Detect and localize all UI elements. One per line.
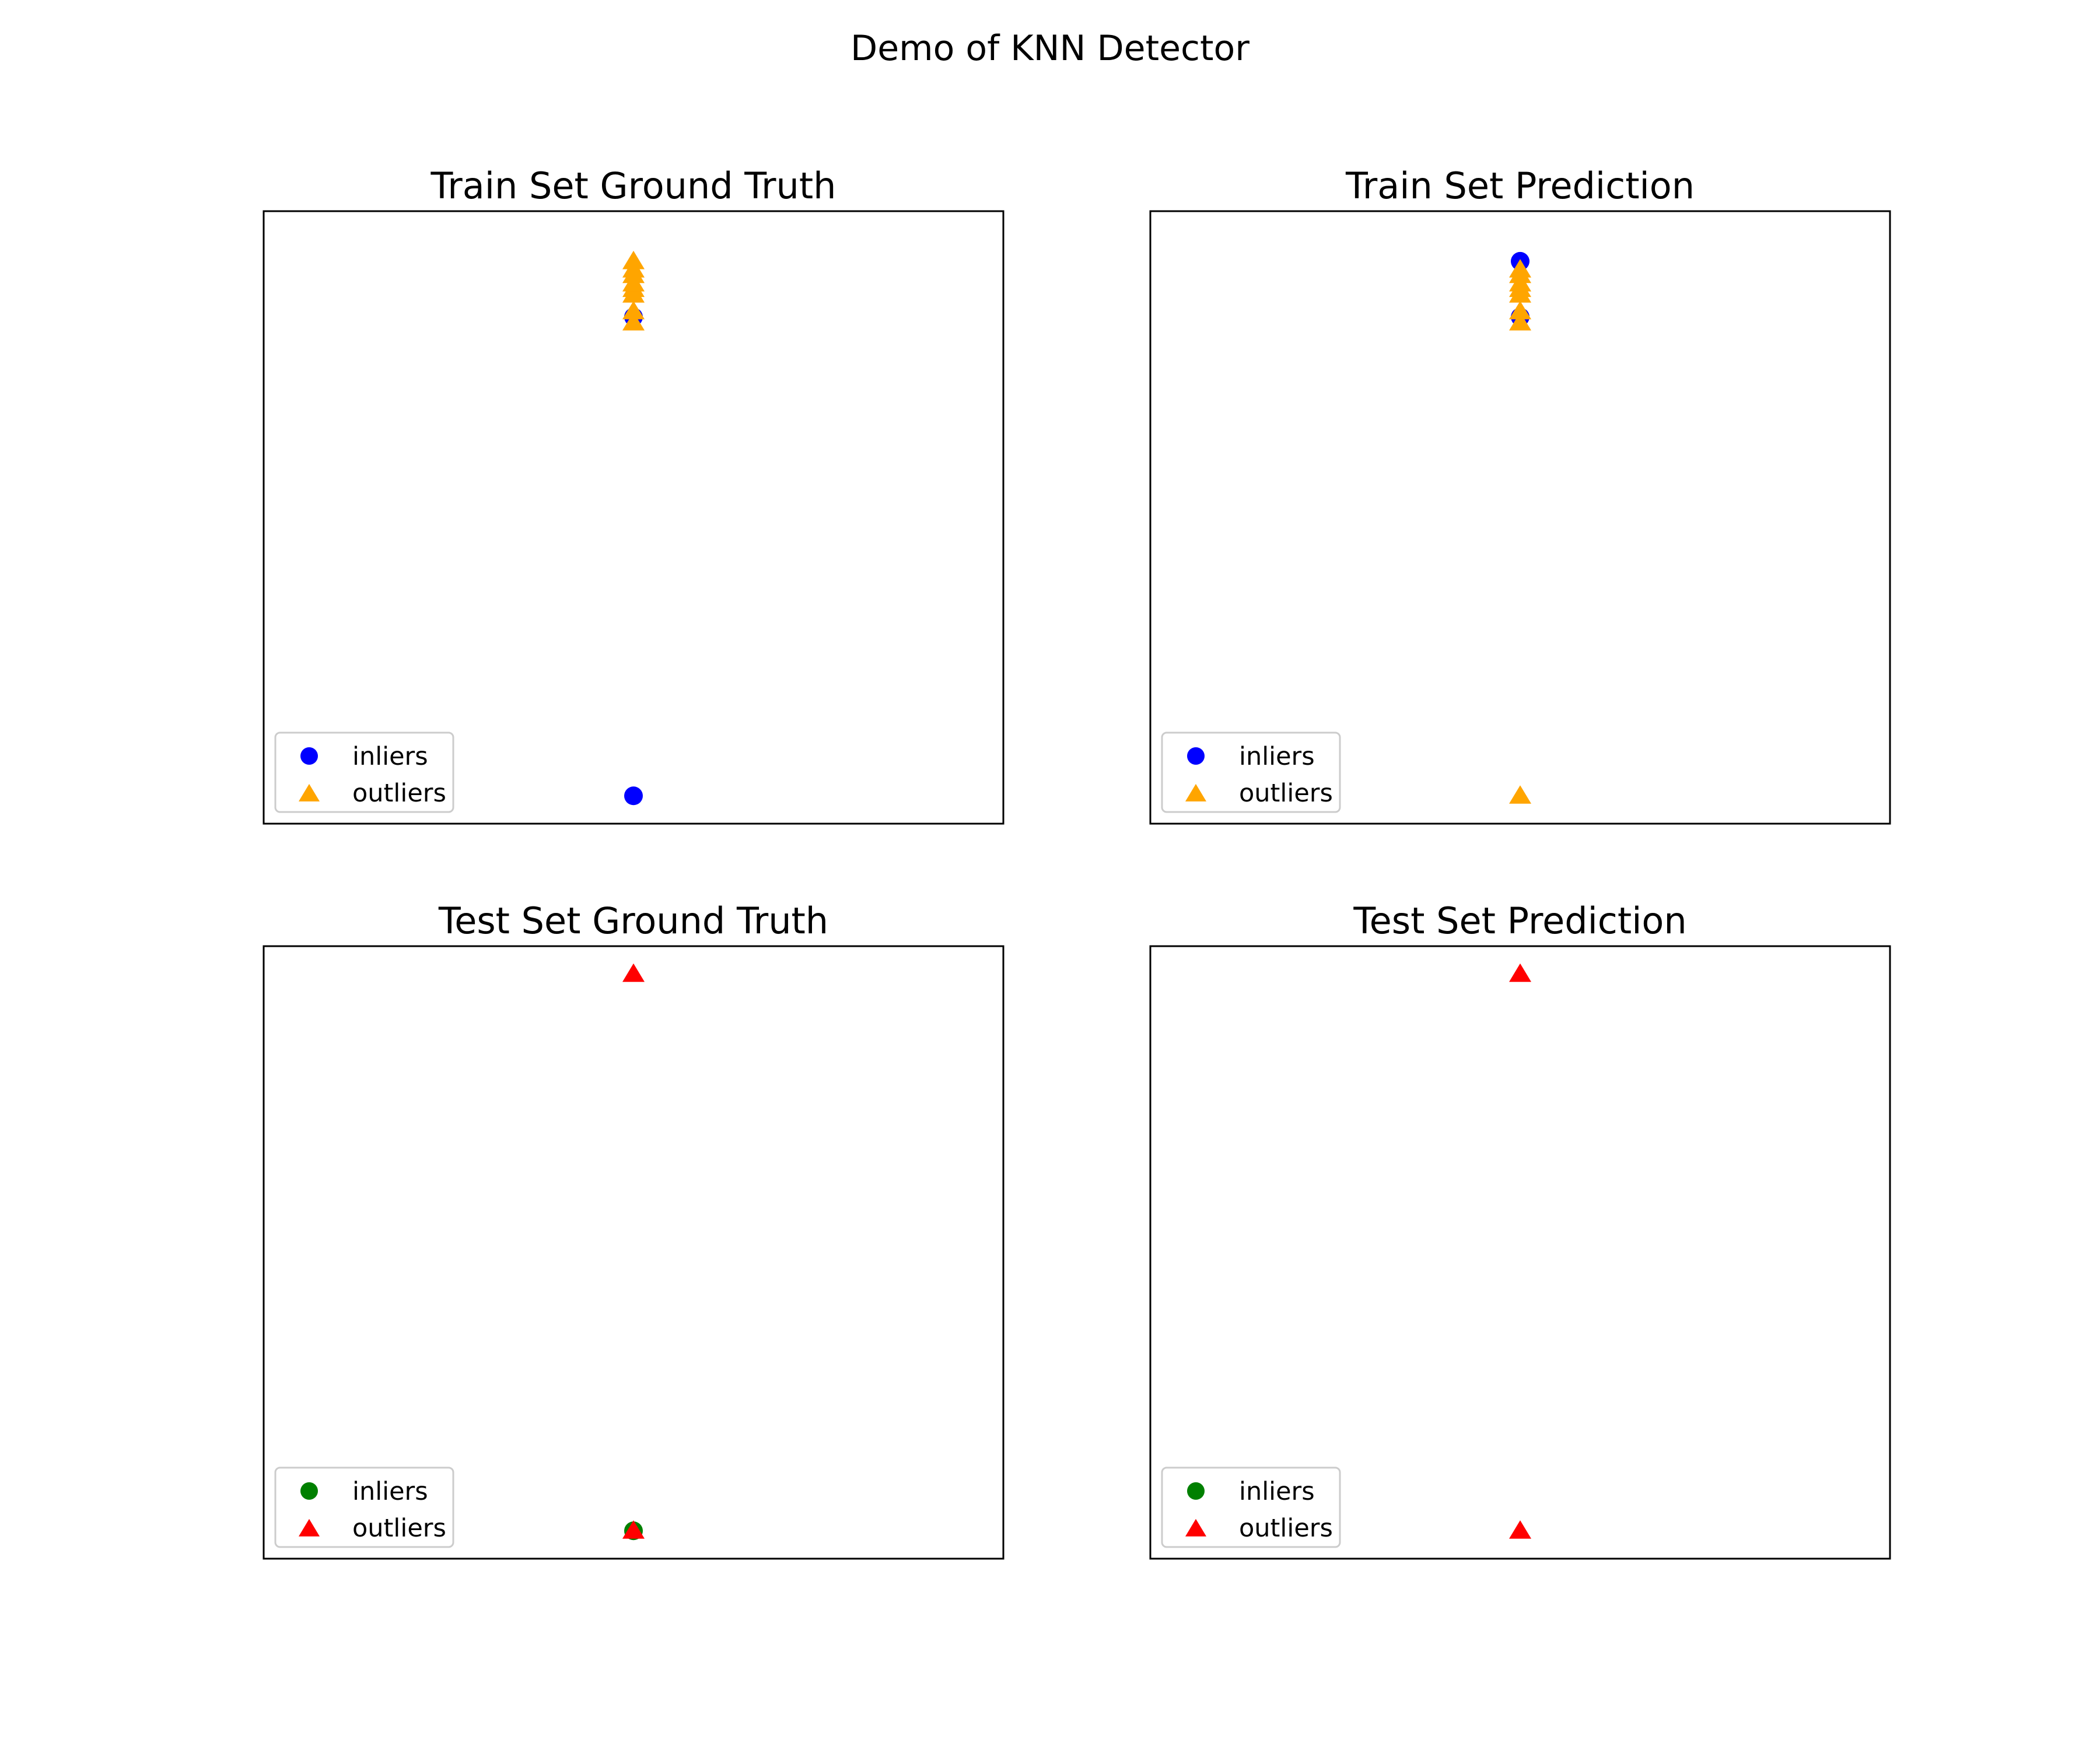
data-point (622, 300, 645, 320)
data-point (1509, 312, 1531, 331)
legend-label-outliers: outliers (1239, 1514, 1333, 1543)
subplot-title: Test Set Ground Truth (438, 900, 828, 942)
legend: inliers outliers (1161, 1466, 1341, 1548)
legend-label-inliers: inliers (1239, 1477, 1315, 1506)
legend-marker-outliers (1185, 783, 1206, 802)
subplot-title: Train Set Ground Truth (430, 164, 836, 207)
legend-marker-inliers (300, 1482, 318, 1500)
legend-marker-outliers (1185, 1518, 1206, 1536)
data-point (1509, 785, 1531, 804)
axes-frame (1149, 210, 1891, 825)
legend-frame (274, 1466, 454, 1548)
data-point (622, 1520, 645, 1539)
data-point (622, 250, 645, 270)
subplot-2: Train Set Prediction inliers outliers (1149, 164, 1891, 825)
legend-frame (1161, 732, 1341, 813)
legend-label-outliers: outliers (352, 1514, 446, 1543)
subplot-3: Test Set Ground Truth inliers outliers (262, 900, 1005, 1560)
subplot-title: Test Set Prediction (1353, 900, 1686, 942)
axes-frame (262, 210, 1005, 825)
legend-marker-inliers (1187, 1482, 1205, 1500)
legend-frame (274, 732, 454, 813)
legend-label-inliers: inliers (352, 742, 428, 771)
data-point (1509, 963, 1531, 982)
legend: inliers outliers (274, 1466, 454, 1548)
data-point (1509, 259, 1531, 278)
data-point (622, 312, 645, 331)
data-point (622, 963, 645, 982)
legend-label-inliers: inliers (352, 1477, 428, 1506)
series-outliers (1509, 963, 1531, 1539)
legend-marker-outliers (299, 783, 320, 802)
figure-title: Demo of KNN Detector (850, 28, 1250, 69)
subplot-4: Test Set Prediction inliers outliers (1149, 900, 1891, 1560)
legend: inliers outliers (274, 732, 454, 813)
subplot-title: Train Set Prediction (1345, 164, 1695, 207)
series-outliers (1509, 259, 1531, 804)
subplot-1: Train Set Ground Truth inliers outliers (262, 164, 1005, 825)
series-outliers (622, 250, 645, 331)
legend-marker-outliers (299, 1518, 320, 1536)
series-outliers (622, 963, 645, 1539)
data-point (1509, 1520, 1531, 1539)
data-point (624, 786, 643, 806)
legend-marker-inliers (1187, 747, 1205, 765)
legend-label-outliers: outliers (1239, 779, 1333, 808)
axes-frame (1149, 945, 1891, 1560)
axes-frame (262, 945, 1005, 1560)
legend-label-inliers: inliers (1239, 742, 1315, 771)
legend: inliers outliers (1161, 732, 1341, 813)
legend-marker-inliers (300, 747, 318, 765)
data-point (1509, 300, 1531, 320)
axes-layer: Train Set Ground TruthinliersoutliersTra… (262, 164, 1891, 1560)
legend-label-outliers: outliers (352, 779, 446, 808)
legend-frame (1161, 1466, 1341, 1548)
